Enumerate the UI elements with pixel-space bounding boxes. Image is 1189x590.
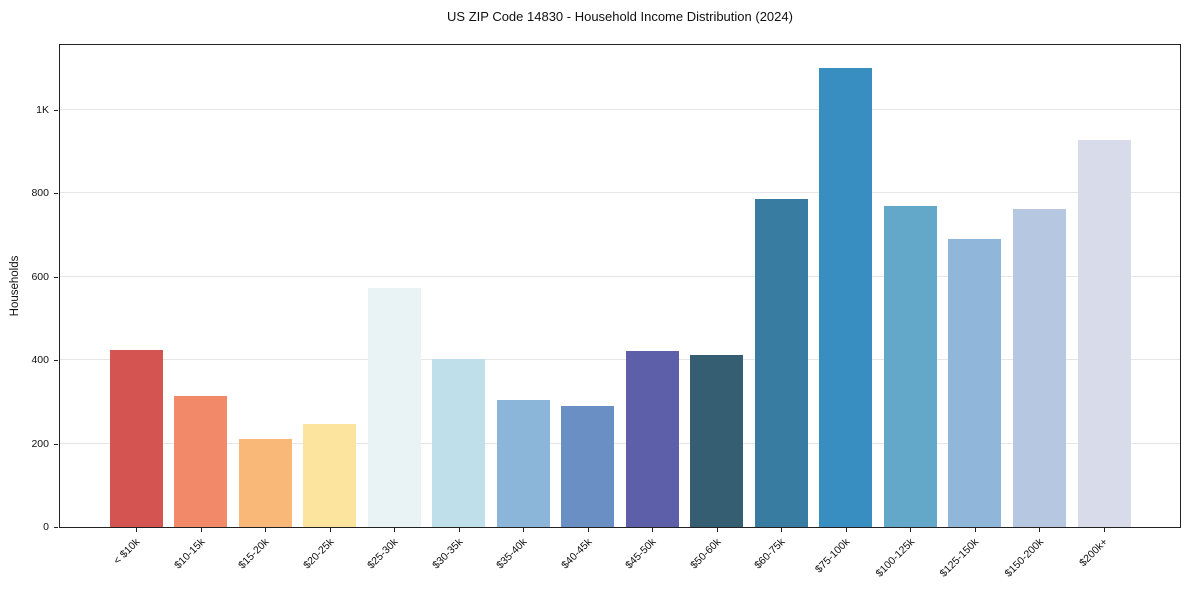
gridline — [60, 359, 1180, 361]
bar — [174, 395, 227, 527]
bar — [690, 354, 744, 527]
x-tick-mark — [910, 528, 912, 532]
y-tick-label: 200 — [31, 437, 49, 450]
x-tick-mark — [845, 528, 847, 532]
x-tick-mark — [1104, 528, 1105, 532]
bar — [109, 349, 163, 527]
gridline — [60, 108, 1180, 110]
bar — [561, 406, 615, 527]
chart-title: US ZIP Code 14830 - Household Income Dis… — [447, 9, 793, 24]
x-tick-label: < $10k — [111, 536, 143, 567]
plot-area — [59, 44, 1181, 528]
y-tick-label: 400 — [31, 354, 49, 367]
x-tick-mark — [1039, 528, 1041, 532]
bar — [496, 399, 550, 527]
x-tick-label: $10-15k — [171, 536, 207, 572]
y-tick-label: 1K — [36, 103, 49, 116]
y-tick-mark — [54, 360, 58, 362]
x-tick-mark — [265, 528, 267, 532]
x-tick-mark — [136, 528, 137, 532]
bar — [948, 238, 1002, 527]
bar — [754, 198, 808, 527]
x-tick-mark — [716, 528, 718, 532]
y-axis-label: Households — [9, 255, 21, 317]
x-tick-label: $125-150k — [937, 536, 982, 580]
bar — [883, 205, 937, 527]
x-tick-mark — [523, 528, 525, 532]
bar — [432, 359, 486, 527]
x-tick-mark — [200, 528, 202, 532]
x-tick-label: $40-45k — [558, 536, 595, 572]
y-tick-label: 0 — [43, 521, 49, 533]
bar — [367, 287, 421, 527]
x-tick-label: $60-75k — [752, 536, 788, 572]
x-tick-mark — [394, 528, 396, 532]
gridline — [60, 275, 1180, 277]
x-tick-label: $25-30k — [365, 536, 401, 572]
bar — [625, 350, 679, 527]
x-tick-label: $200k+ — [1077, 536, 1111, 570]
x-tick-mark — [587, 528, 589, 532]
x-tick-label: $20-25k — [300, 536, 337, 572]
y-tick-mark — [54, 109, 58, 111]
x-tick-label: $100-125k — [873, 536, 917, 580]
y-tick-mark — [54, 527, 58, 528]
x-tick-label: $50-60k — [687, 536, 724, 572]
x-tick-mark — [974, 528, 976, 532]
bar — [303, 423, 357, 527]
gridline — [60, 192, 1180, 194]
x-tick-mark — [652, 528, 654, 532]
bar — [819, 68, 873, 527]
x-tick-mark — [329, 528, 331, 532]
x-tick-label: $150-200k — [1002, 536, 1046, 580]
y-tick-mark — [54, 276, 58, 278]
x-tick-label: $30-35k — [429, 536, 466, 572]
x-tick-label: $15-20k — [236, 536, 272, 572]
y-tick-label: 800 — [31, 187, 49, 200]
bar — [1077, 139, 1131, 527]
y-tick-label: 600 — [31, 270, 49, 283]
x-tick-mark — [781, 528, 783, 532]
y-tick-mark — [54, 443, 58, 445]
y-tick-mark — [54, 193, 58, 195]
x-tick-label: $75-100k — [812, 536, 853, 576]
bar — [238, 439, 292, 527]
x-tick-mark — [458, 528, 460, 532]
gridline — [60, 442, 1180, 444]
bar — [1012, 208, 1066, 527]
x-tick-label: $35-40k — [494, 536, 530, 572]
x-tick-label: $45-50k — [623, 536, 659, 572]
